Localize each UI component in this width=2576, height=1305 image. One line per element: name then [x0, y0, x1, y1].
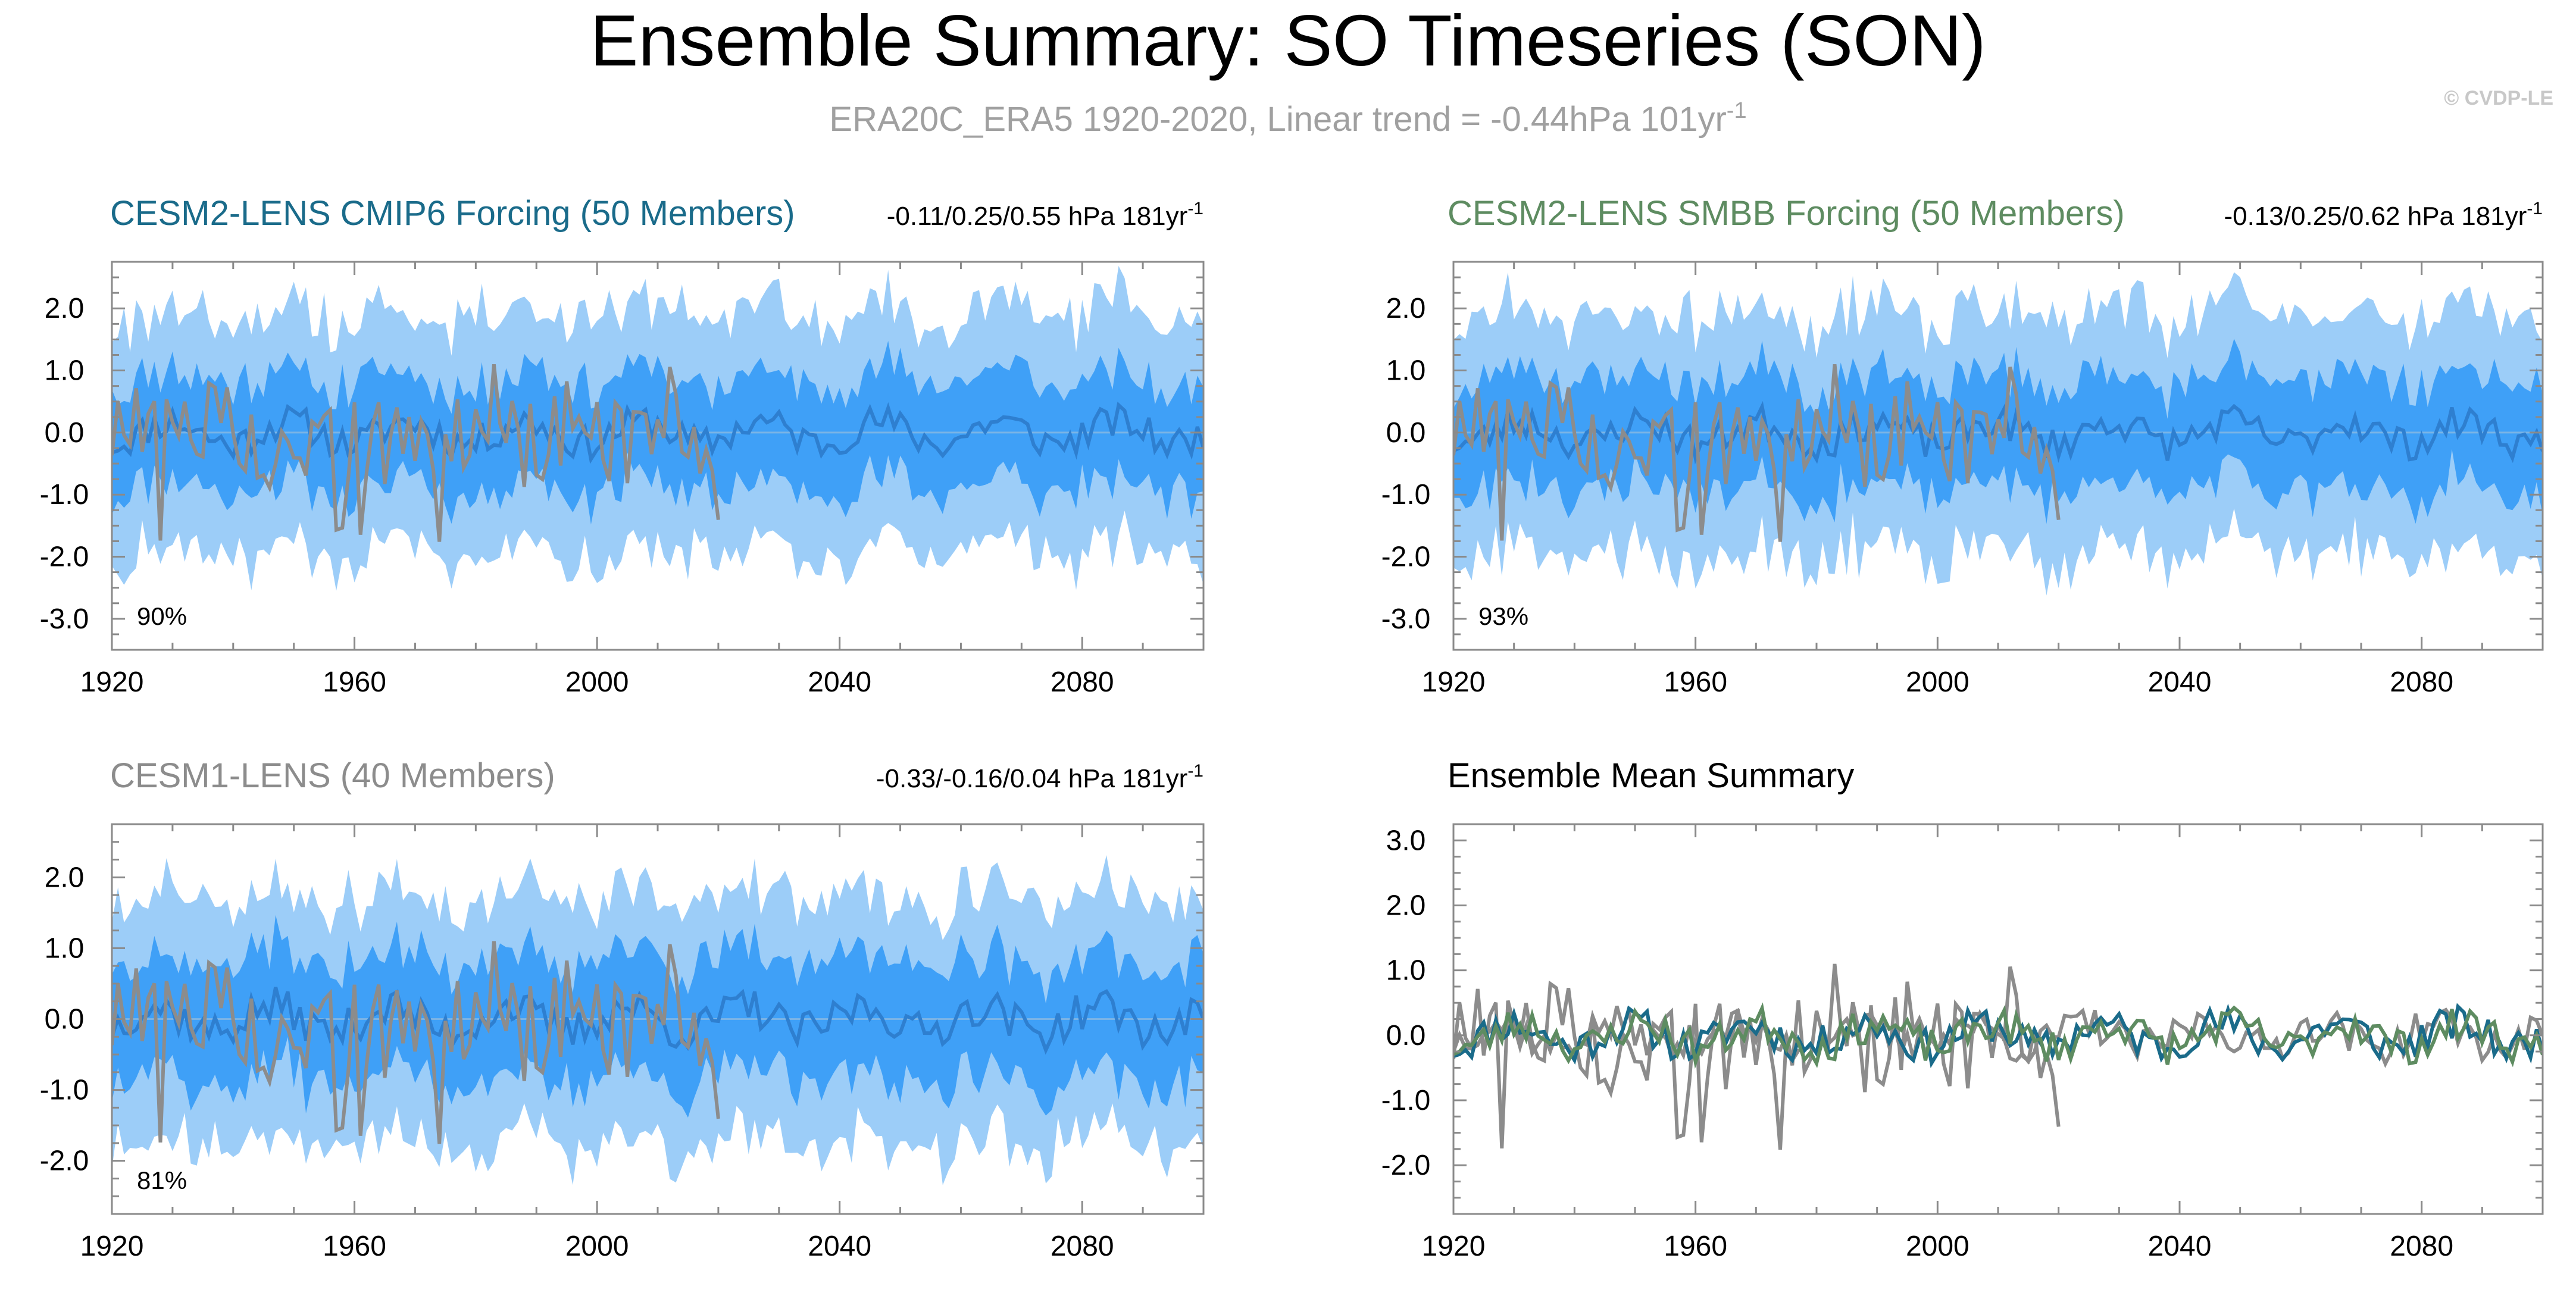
y-tick-label: 0.0	[45, 1004, 85, 1035]
x-tick-label: 1960	[323, 666, 386, 698]
plot-area	[1453, 963, 2543, 1150]
panel-title: Ensemble Mean Summary	[1448, 756, 1854, 795]
y-tick-label: 2.0	[1386, 293, 1426, 324]
ensemble-mean-line	[112, 987, 1203, 1055]
y-tick-label: 2.0	[45, 862, 85, 893]
panel-title: CESM1-LENS (40 Members)	[110, 756, 555, 795]
x-tick-label: 1960	[1664, 666, 1727, 698]
x-tick-label: 1920	[1422, 666, 1486, 698]
mean-line-cesm1	[1453, 1005, 2543, 1068]
percent-label: 90%	[137, 602, 187, 630]
x-tick-label: 2080	[1051, 1231, 1114, 1262]
y-tick-label: 1.0	[1386, 955, 1426, 987]
y-tick-label: 0.0	[1386, 1020, 1426, 1051]
x-tick-label: 2080	[1051, 666, 1114, 698]
observed-line	[112, 364, 720, 542]
y-tick-label: 1.0	[45, 932, 85, 964]
y-tick-label: -2.0	[1381, 1150, 1431, 1181]
y-tick-label: 3.0	[1386, 825, 1426, 856]
panel-cesm2-cmip6: CESM2-LENS CMIP6 Forcing (50 Members) -0.…	[40, 194, 1205, 698]
y-tick-label: -3.0	[1381, 603, 1431, 635]
x-tick-label: 2040	[808, 1231, 871, 1262]
y-tick-label: -2.0	[40, 1146, 89, 1177]
y-tick-label: -1.0	[1381, 1085, 1431, 1116]
plot-area	[1453, 272, 2543, 596]
y-tick-label: 1.0	[1386, 355, 1426, 387]
y-tick-label: -3.0	[40, 603, 89, 635]
x-tick-label: 2040	[808, 666, 871, 698]
panel-cesm1-lens: CESM1-LENS (40 Members) -0.33/-0.16/0.04 …	[40, 756, 1205, 1262]
percent-label: 81%	[137, 1166, 187, 1194]
panel-title: CESM2-LENS SMBB Forcing (50 Members)	[1448, 194, 2125, 233]
y-tick-label: -2.0	[40, 542, 89, 573]
x-tick-label: 1960	[323, 1231, 386, 1262]
trend-label: -0.33/-0.16/0.04 hPa 181yr-1	[876, 761, 1203, 793]
y-tick-label: 2.0	[45, 293, 85, 324]
mean-line-cesm2-smbb	[1453, 1002, 2543, 1069]
y-tick-label: -1.0	[40, 1075, 89, 1106]
plot-area	[112, 855, 1203, 1185]
y-tick-label: 0.0	[45, 417, 85, 449]
observed-line	[1453, 963, 2061, 1150]
panel-cesm2-smbb: CESM2-LENS SMBB Forcing (50 Members) -0.1…	[1381, 194, 2544, 698]
panel-title: CESM2-LENS CMIP6 Forcing (50 Members)	[110, 194, 795, 233]
y-tick-label: 1.0	[45, 355, 85, 387]
x-tick-label: 2000	[565, 1231, 629, 1262]
trend-label: -0.13/0.25/0.62 hPa 181yr-1	[2224, 199, 2543, 231]
x-tick-label: 2000	[565, 666, 629, 698]
x-tick-label: 1920	[80, 666, 144, 698]
observed-line	[1453, 364, 2061, 542]
x-tick-label: 2000	[1906, 1231, 1969, 1262]
x-tick-label: 1920	[80, 1231, 144, 1262]
y-tick-label: -1.0	[1381, 479, 1431, 511]
y-tick-label: 0.0	[1386, 417, 1426, 449]
x-tick-label: 2040	[2148, 666, 2212, 698]
figure-title: Ensemble Summary: SO Timeseries (SON)	[590, 0, 1986, 81]
x-tick-label: 2080	[2390, 666, 2453, 698]
x-tick-label: 2040	[2148, 1231, 2212, 1262]
x-tick-label: 1960	[1664, 1231, 1727, 1262]
watermark: © CVDP-LE	[2444, 87, 2553, 109]
observed-line	[112, 941, 720, 1144]
x-tick-label: 2000	[1906, 666, 1969, 698]
y-tick-label: -2.0	[1381, 542, 1431, 573]
panel-ensemble-mean-summary: Ensemble Mean Summary 1920 1960 2000 2040 208…	[1381, 756, 2544, 1262]
plot-area	[112, 265, 1203, 591]
x-tick-label: 1920	[1422, 1231, 1486, 1262]
y-tick-label: 2.0	[1386, 890, 1426, 921]
percent-label: 93%	[1478, 602, 1528, 630]
figure-subtitle: ERA20C_ERA5 1920-2020, Linear trend = -0…	[829, 98, 1746, 139]
y-tick-label: -1.0	[40, 479, 89, 511]
trend-label: -0.11/0.25/0.55 hPa 181yr-1	[887, 199, 1203, 231]
x-tick-label: 2080	[2390, 1231, 2453, 1262]
